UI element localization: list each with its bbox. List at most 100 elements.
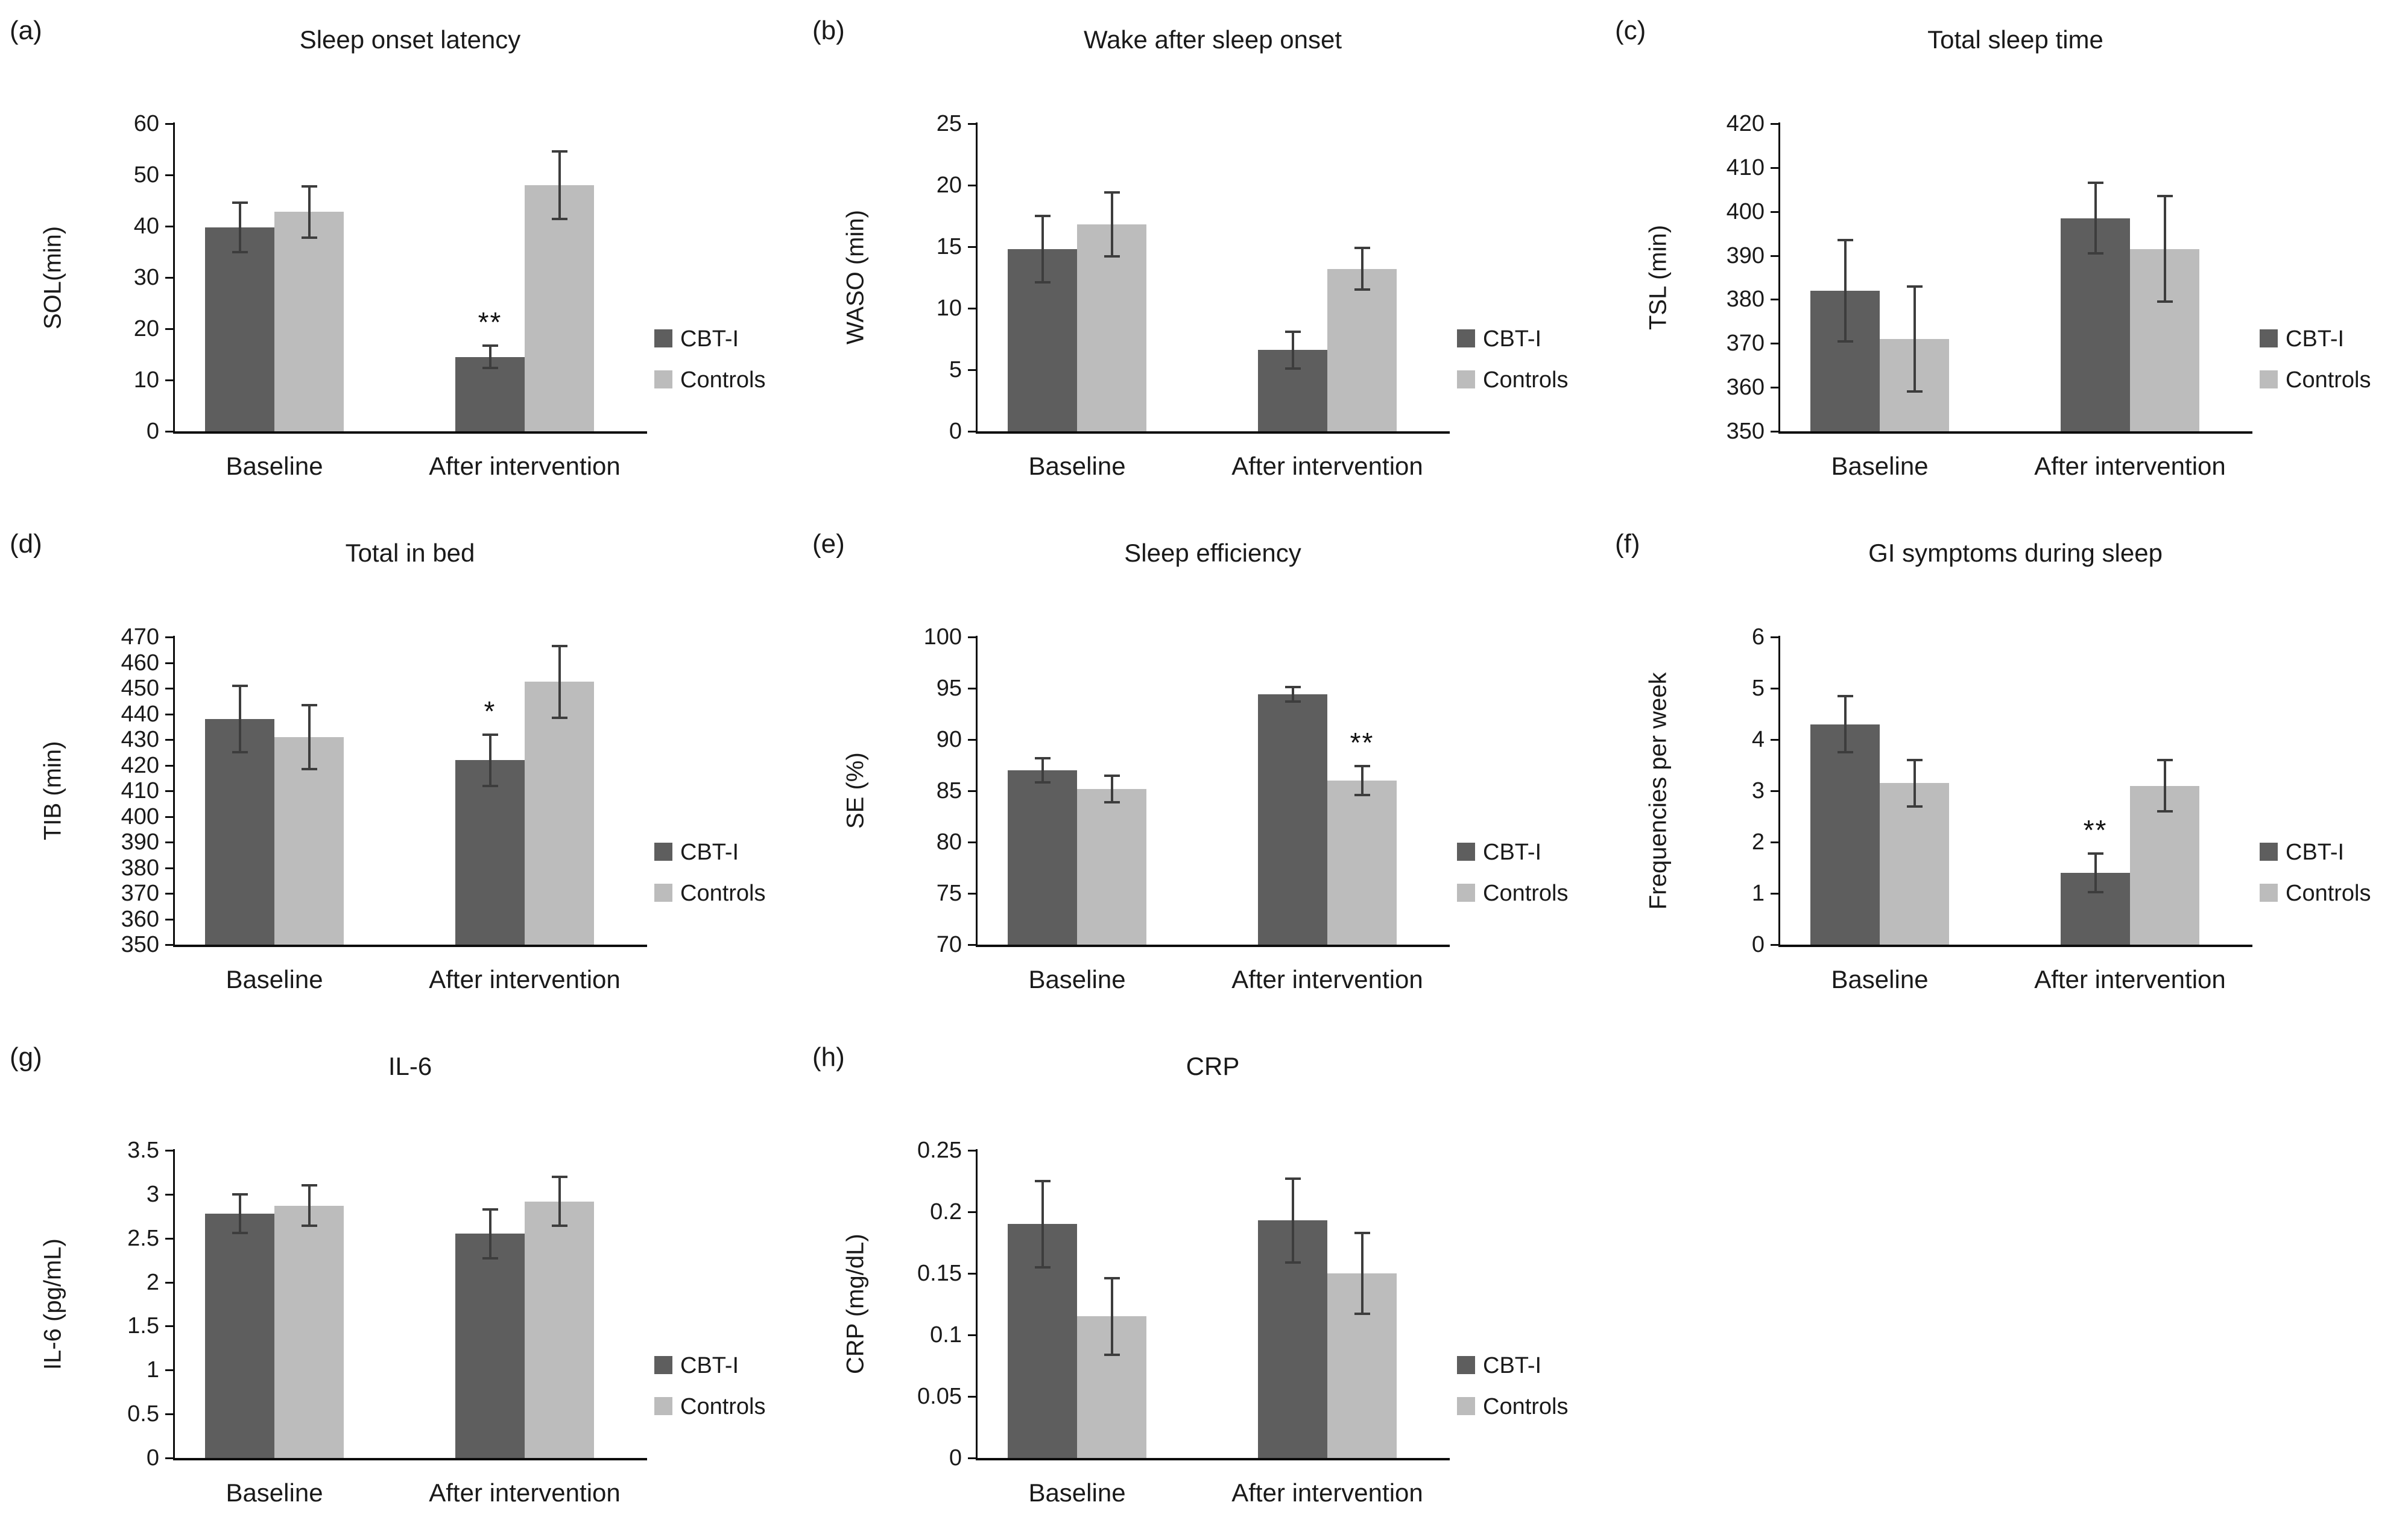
significance-marker: * bbox=[484, 695, 496, 727]
error-bar-line bbox=[2163, 760, 2166, 811]
y-tick-label: 3 bbox=[1751, 778, 1765, 803]
error-bar-cap-bottom bbox=[301, 1225, 317, 1228]
y-tick-mark bbox=[165, 1281, 173, 1284]
error-bar-cap-top bbox=[1906, 759, 1923, 761]
legend-swatch-controls bbox=[654, 1397, 672, 1415]
error-bar-cap-top bbox=[1354, 765, 1370, 768]
y-tick-mark bbox=[165, 1325, 173, 1328]
bar-cbt-after bbox=[1258, 694, 1327, 945]
x-category-label: Baseline bbox=[1831, 965, 1929, 993]
panel-letter: (h) bbox=[812, 1042, 845, 1072]
y-tick-label: 0.05 bbox=[917, 1384, 962, 1409]
legend-label-controls: Controls bbox=[680, 1394, 766, 1419]
y-tick-label: 440 bbox=[121, 701, 159, 727]
bar-cbt-baseline bbox=[205, 719, 274, 945]
y-tick-mark bbox=[165, 1413, 173, 1416]
error-bar-cap-top bbox=[482, 344, 498, 347]
error-bar-cap-bottom bbox=[1354, 1313, 1370, 1316]
y-tick-mark bbox=[968, 841, 976, 843]
error-bar-cap-top bbox=[2087, 182, 2103, 185]
error-bar-cap-top bbox=[1104, 191, 1120, 194]
error-bar-cap-bottom bbox=[482, 784, 498, 787]
legend-swatch-cbt bbox=[2260, 843, 2278, 861]
y-axis-line bbox=[173, 1149, 175, 1460]
y-tick-label: 0.1 bbox=[930, 1322, 962, 1348]
y-axis-label: CRP (mg/dL) bbox=[842, 1234, 869, 1375]
y-tick-mark bbox=[968, 1396, 976, 1398]
panel-letter: (b) bbox=[812, 16, 845, 45]
error-bar-cap-top bbox=[1285, 330, 1301, 333]
x-axis-line bbox=[173, 431, 647, 434]
legend-label-cbt: CBT-I bbox=[680, 1353, 739, 1378]
y-tick-label: 460 bbox=[121, 650, 159, 676]
y-tick-label: 400 bbox=[1726, 198, 1765, 224]
error-bar-cap-bottom bbox=[2087, 891, 2103, 894]
legend-swatch-cbt bbox=[654, 329, 672, 347]
error-bar-cap-top bbox=[301, 703, 317, 706]
y-tick-label: 5 bbox=[949, 357, 962, 382]
legend-label-cbt: CBT-I bbox=[2286, 840, 2345, 865]
x-category-label: Baseline bbox=[1831, 452, 1929, 480]
error-bar-line bbox=[1291, 1178, 1294, 1263]
y-tick-label: 390 bbox=[121, 829, 159, 855]
error-bar-cap-top bbox=[1906, 285, 1923, 288]
bar-cbt-baseline bbox=[205, 1213, 274, 1458]
x-axis-line bbox=[976, 945, 1450, 947]
panel-letter: (d) bbox=[10, 529, 42, 559]
error-bar-line bbox=[238, 1194, 241, 1233]
legend-label-cbt: CBT-I bbox=[2286, 326, 2345, 352]
error-bar-cap-bottom bbox=[232, 751, 248, 754]
error-bar-cap-top bbox=[1104, 774, 1120, 777]
bar-controls-baseline bbox=[1077, 788, 1146, 945]
y-tick-label: 410 bbox=[1726, 154, 1765, 180]
y-tick-mark bbox=[1771, 123, 1778, 125]
y-tick-mark bbox=[1771, 255, 1778, 257]
significance-marker: ** bbox=[2083, 814, 2108, 846]
error-bar-cap-bottom bbox=[1837, 340, 1853, 343]
error-bar-cap-top bbox=[1104, 1277, 1120, 1280]
y-tick-mark bbox=[968, 123, 976, 125]
error-bar-cap-bottom bbox=[1906, 805, 1923, 808]
x-category-label: After intervention bbox=[1231, 1478, 1423, 1507]
y-tick-mark bbox=[165, 277, 173, 279]
y-tick-label: 85 bbox=[936, 778, 962, 803]
y-tick-mark bbox=[1771, 893, 1778, 895]
error-bar-cap-bottom bbox=[2157, 810, 2173, 813]
x-category-label: Baseline bbox=[226, 1478, 323, 1507]
bar-cbt-baseline bbox=[1810, 724, 1880, 945]
y-tick-label: 3 bbox=[146, 1181, 159, 1207]
y-tick-label: 3.5 bbox=[127, 1138, 159, 1163]
y-tick-mark bbox=[1771, 688, 1778, 689]
bar-cbt-baseline bbox=[1008, 770, 1077, 945]
y-axis-label: WASO (min) bbox=[842, 210, 869, 345]
y-tick-mark bbox=[968, 893, 976, 895]
error-bar-cap-bottom bbox=[1034, 781, 1051, 784]
y-tick-label: 25 bbox=[936, 111, 962, 136]
panel-a: (a) Sleep onset latency SOL(min) 0 10 20 30 40 5… bbox=[0, 0, 803, 513]
significance-marker: ** bbox=[478, 306, 502, 338]
panel-e: (e) Sleep efficiency SE (%) 70 75 80 85 90 95 100… bbox=[803, 513, 1605, 1027]
error-bar-cap-top bbox=[2157, 759, 2173, 761]
chart-title: IL-6 bbox=[388, 1052, 432, 1080]
panel-c: (c) Total sleep time TSL (min) 350 360 370 380… bbox=[1605, 0, 2408, 513]
error-bar-cap-top bbox=[301, 1184, 317, 1187]
y-tick-mark bbox=[968, 688, 976, 689]
y-tick-mark bbox=[165, 379, 173, 381]
y-tick-mark bbox=[968, 739, 976, 741]
y-tick-mark bbox=[165, 944, 173, 946]
error-bar-cap-bottom bbox=[1104, 1353, 1120, 1356]
y-axis-line bbox=[1778, 636, 1780, 947]
y-tick-label: 350 bbox=[1726, 419, 1765, 444]
y-tick-label: 75 bbox=[936, 881, 962, 906]
y-tick-mark bbox=[968, 1273, 976, 1275]
y-tick-mark bbox=[165, 713, 173, 715]
y-tick-mark bbox=[165, 764, 173, 767]
y-tick-label: 1 bbox=[1751, 881, 1765, 906]
y-tick-mark bbox=[1771, 431, 1778, 433]
legend-label-cbt: CBT-I bbox=[680, 326, 739, 352]
y-tick-label: 0 bbox=[146, 1445, 159, 1471]
bar-controls-after bbox=[525, 682, 594, 945]
legend-label-cbt: CBT-I bbox=[1483, 840, 1542, 865]
panel-letter: (c) bbox=[1615, 16, 1646, 45]
legend-swatch-cbt bbox=[2260, 329, 2278, 347]
